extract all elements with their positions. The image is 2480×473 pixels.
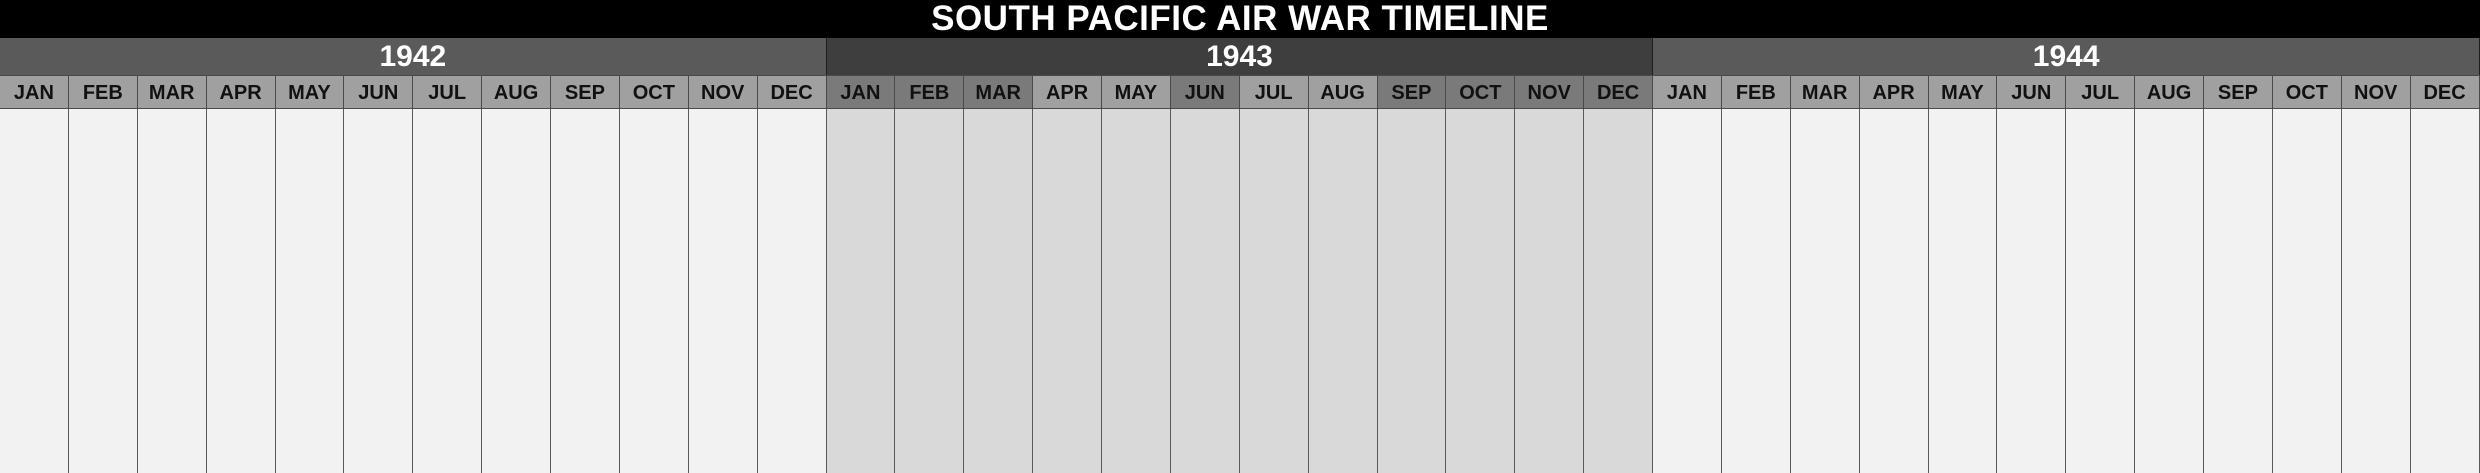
month-header-aug-1943: AUG xyxy=(1308,75,1378,109)
month-column-dec-1944 xyxy=(2410,109,2480,473)
month-header-jun-1944: JUN xyxy=(1997,75,2067,109)
month-column-nov-1942 xyxy=(688,109,758,473)
month-header-may-1944: MAY xyxy=(1928,75,1998,109)
month-header-nov-1944: NOV xyxy=(2341,75,2411,109)
month-header-mar-1943: MAR xyxy=(964,75,1034,109)
month-column-jan-1943 xyxy=(826,109,896,473)
month-column-jan-1944 xyxy=(1653,109,1722,473)
month-header-jun-1942: JUN xyxy=(344,75,414,109)
month-column-may-1942 xyxy=(275,109,345,473)
month-header-feb-1944: FEB xyxy=(1721,75,1791,109)
month-column-oct-1943 xyxy=(1446,109,1516,473)
month-column-jul-1943 xyxy=(1239,109,1309,473)
month-column-apr-1943 xyxy=(1033,109,1102,473)
month-column-jun-1944 xyxy=(1997,109,2067,473)
year-header-1943: 1943 xyxy=(826,38,1654,75)
month-column-apr-1944 xyxy=(1859,109,1929,473)
month-header-mar-1944: MAR xyxy=(1790,75,1860,109)
month-column-mar-1942 xyxy=(137,109,207,473)
month-header-oct-1942: OCT xyxy=(619,75,689,109)
month-header-row: JAN FEB MAR APR MAY JUN JUL AUG SEP OCT NOV DEC JAN F… xyxy=(0,75,2480,109)
month-header-feb-1943: FEB xyxy=(895,75,965,109)
month-header-jul-1944: JUL xyxy=(2066,75,2136,109)
month-column-feb-1942 xyxy=(68,109,138,473)
month-header-apr-1944: APR xyxy=(1859,75,1929,109)
month-header-sep-1942: SEP xyxy=(551,75,620,109)
month-header-aug-1942: AUG xyxy=(482,75,551,109)
month-column-aug-1943 xyxy=(1308,109,1378,473)
month-column-sep-1943 xyxy=(1377,109,1447,473)
month-column-jun-1942 xyxy=(344,109,414,473)
month-header-apr-1943: APR xyxy=(1033,75,1102,109)
month-header-oct-1944: OCT xyxy=(2272,75,2342,109)
month-column-dec-1943 xyxy=(1584,109,1653,473)
month-column-mar-1944 xyxy=(1790,109,1860,473)
month-header-jun-1943: JUN xyxy=(1170,75,1240,109)
month-column-sep-1944 xyxy=(2204,109,2273,473)
month-header-dec-1943: DEC xyxy=(1584,75,1653,109)
month-header-jul-1943: JUL xyxy=(1239,75,1309,109)
month-header-oct-1943: OCT xyxy=(1446,75,1516,109)
month-header-jan-1942: JAN xyxy=(0,75,69,109)
year-header-1944: 1944 xyxy=(1653,38,2480,75)
month-column-aug-1942 xyxy=(482,109,551,473)
month-column-sep-1942 xyxy=(551,109,620,473)
month-column-feb-1943 xyxy=(895,109,965,473)
month-header-sep-1944: SEP xyxy=(2204,75,2273,109)
month-header-may-1942: MAY xyxy=(275,75,345,109)
month-header-sep-1943: SEP xyxy=(1377,75,1447,109)
month-column-oct-1944 xyxy=(2272,109,2342,473)
month-header-dec-1942: DEC xyxy=(757,75,827,109)
month-header-apr-1942: APR xyxy=(206,75,276,109)
month-column-feb-1944 xyxy=(1721,109,1791,473)
month-header-jul-1942: JUL xyxy=(413,75,483,109)
month-column-jul-1942 xyxy=(413,109,483,473)
month-header-jan-1944: JAN xyxy=(1653,75,1722,109)
month-column-jan-1942 xyxy=(0,109,69,473)
month-column-may-1943 xyxy=(1102,109,1171,473)
month-column-aug-1944 xyxy=(2135,109,2204,473)
month-header-nov-1942: NOV xyxy=(688,75,758,109)
month-column-dec-1942 xyxy=(757,109,827,473)
month-header-nov-1943: NOV xyxy=(1515,75,1585,109)
month-column-jul-1944 xyxy=(2066,109,2136,473)
month-column-oct-1942 xyxy=(619,109,689,473)
month-column-nov-1944 xyxy=(2341,109,2411,473)
page-title: SOUTH PACIFIC AIR WAR TIMELINE xyxy=(931,0,1549,38)
month-header-mar-1942: MAR xyxy=(137,75,207,109)
month-column-may-1944 xyxy=(1928,109,1998,473)
month-header-aug-1944: AUG xyxy=(2135,75,2204,109)
year-header-1942: 1942 xyxy=(0,38,827,75)
month-header-may-1943: MAY xyxy=(1102,75,1171,109)
month-column-jun-1943 xyxy=(1170,109,1240,473)
month-header-jan-1943: JAN xyxy=(826,75,896,109)
year-header-row: 1942 1943 1944 xyxy=(0,38,2480,75)
month-header-feb-1942: FEB xyxy=(68,75,138,109)
month-columns xyxy=(0,109,2480,473)
month-column-apr-1942 xyxy=(206,109,276,473)
month-header-dec-1944: DEC xyxy=(2410,75,2480,109)
month-column-mar-1943 xyxy=(964,109,1034,473)
month-column-nov-1943 xyxy=(1515,109,1585,473)
